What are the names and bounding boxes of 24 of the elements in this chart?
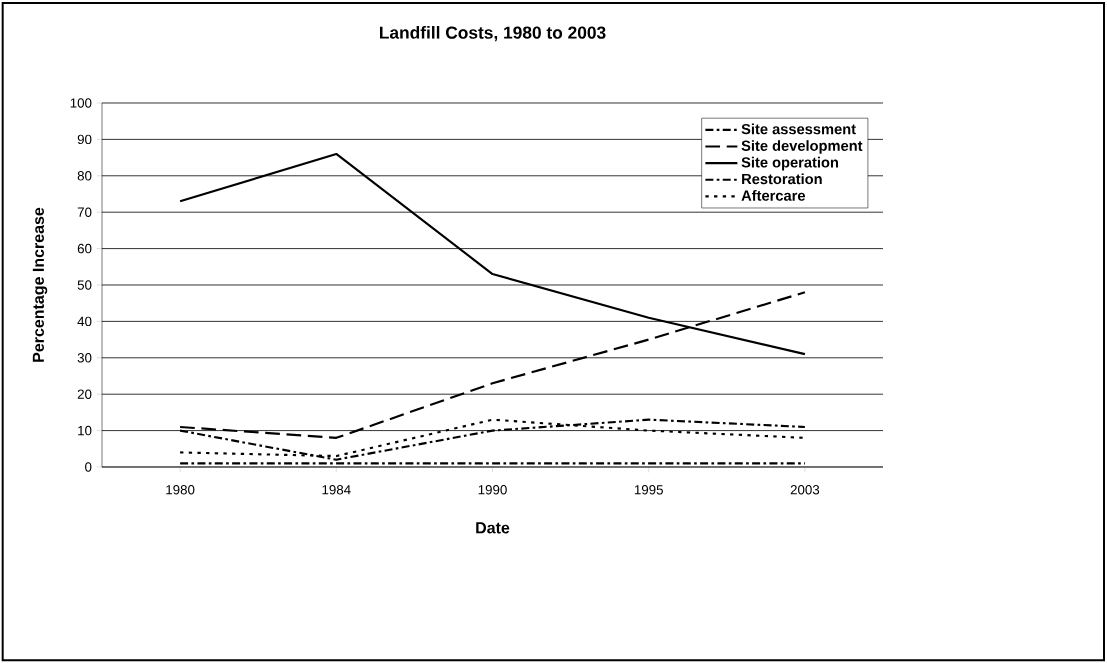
legend-label: Site assessment (741, 123, 856, 135)
y-tick-label: 60 (77, 243, 92, 254)
legend-label: Restoration (742, 173, 822, 185)
x-tick-label: 1990 (478, 485, 507, 495)
y-tick-label: 10 (78, 425, 92, 436)
x-tick-label: 1980 (166, 485, 195, 495)
y-tick-label: 40 (77, 316, 92, 327)
legend-label: Site development (741, 140, 863, 154)
y-tick-label: 20 (77, 389, 92, 399)
chart-title: Landfill Costs, 1980 to 2003 (379, 26, 606, 42)
y-axis-title: Percentage Increase (32, 207, 48, 362)
x-tick-label: 1984 (322, 485, 351, 495)
legend-label: Aftercare (741, 190, 806, 201)
y-tick-label: 0 (85, 462, 92, 472)
x-tick-label: 1995 (634, 485, 663, 495)
y-tick-label: 80 (77, 171, 92, 181)
y-tick-label: 90 (77, 134, 92, 145)
x-axis-title: Date (476, 522, 510, 534)
legend-label: Site operation (741, 156, 838, 171)
y-tick-label: 100 (70, 98, 92, 108)
x-tick-label: 2003 (790, 485, 820, 495)
y-tick-label: 50 (77, 280, 92, 290)
y-tick-label: 70 (77, 207, 92, 217)
y-tick-label: 30 (77, 353, 92, 363)
